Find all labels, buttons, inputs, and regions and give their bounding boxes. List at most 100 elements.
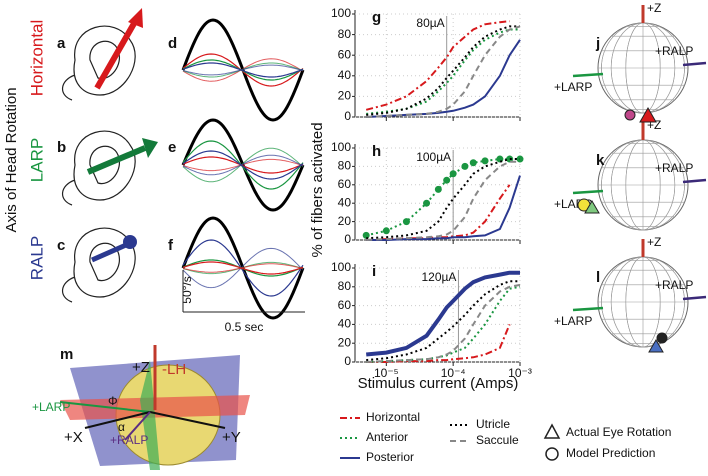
axis-label: +LARP [554, 314, 592, 328]
ralp-axis-arrow [682, 178, 707, 184]
panel-letter: h [372, 143, 381, 160]
series-marker [382, 227, 390, 235]
legend-label: Anterior [366, 430, 408, 444]
series-marker [423, 199, 431, 207]
larp-axis-arrow [572, 72, 604, 78]
eye-rotation [639, 106, 657, 123]
y-tick-label: 20 [338, 335, 352, 349]
ralp-axis-arrow [682, 61, 707, 67]
y-tick-label: 80 [338, 279, 352, 293]
axis-label: +RALP [655, 161, 693, 175]
panel-letter: g [372, 9, 381, 26]
x-tick-label: 10⁻⁵ [374, 366, 399, 380]
legend-label: Saccule [476, 433, 519, 447]
legend: Horizontal Anterior Posterior Utricle Saccul… [340, 410, 519, 464]
response-trace [182, 261, 304, 275]
axis-label: +Y [222, 429, 241, 446]
legend-label: Horizontal [366, 410, 420, 424]
rotation-arrows [86, 8, 158, 263]
series-line [366, 25, 520, 116]
series-line [366, 270, 520, 357]
y-tick-label: 60 [338, 177, 352, 191]
series-marker [443, 176, 451, 184]
stimulus-trace [181, 118, 305, 212]
y-tick-label: 40 [338, 317, 352, 331]
axis-label: +RALP [655, 44, 693, 58]
legend-label: Posterior [366, 450, 414, 464]
y-axis-title: % of fibers activated [309, 122, 326, 257]
larp-axis-arrow [572, 306, 604, 312]
response-trace [182, 147, 304, 183]
series-line [366, 160, 520, 241]
y-tick-label: 100 [331, 140, 351, 154]
panel-letter: k [596, 152, 605, 169]
response-trace [182, 154, 304, 176]
response-trace [182, 150, 304, 180]
series-marker [449, 170, 457, 178]
panel-letter: b [57, 139, 66, 156]
y-tick-label: 0 [344, 354, 351, 368]
series-line [366, 28, 520, 115]
series-line [365, 20, 510, 111]
panel-letter: f [168, 237, 174, 254]
legend-label: Actual Eye Rotation [566, 425, 671, 439]
larp-axis-arrow [572, 189, 604, 195]
y-tick-label: 100 [331, 6, 351, 20]
series-line [366, 283, 521, 363]
response-trace [182, 263, 304, 273]
axis-label: +RALP [110, 433, 148, 447]
panel-letter: m [60, 346, 73, 363]
y-tick-label: 80 [338, 159, 352, 173]
axis-name: LARP [27, 138, 46, 182]
response-trace [182, 64, 304, 76]
annotation: 100µA [416, 150, 451, 164]
x-axis-title: Stimulus current (Amps) [358, 375, 519, 392]
axis-label: +Z [647, 235, 661, 249]
eye-rotation [648, 339, 664, 353]
response-trace [182, 247, 304, 289]
axis-label: +Z [132, 359, 150, 376]
axis-label: +LARP [554, 80, 592, 94]
axis-label: α [118, 420, 125, 434]
model-prediction [656, 332, 668, 344]
y-tick-label: 40 [338, 195, 352, 209]
scale-label: 50°/s [180, 276, 194, 303]
series-line [366, 25, 521, 118]
model-prediction [624, 109, 636, 121]
response-trace [182, 239, 304, 297]
response-traces [181, 18, 305, 320]
panel-letter: d [168, 35, 177, 52]
scale-label: 0.5 sec [225, 320, 264, 334]
series-marker [496, 155, 504, 163]
y-title: Axis of Head Rotation [3, 87, 20, 232]
response-trace [182, 140, 304, 190]
axis-label: +LARP [32, 400, 70, 414]
series-line [366, 158, 520, 240]
annotation: 120µA [421, 270, 456, 284]
legend-label: Utricle [476, 417, 510, 431]
panel-letter: l [596, 269, 600, 286]
ralp-axis-arrow [682, 295, 707, 301]
axis-label: +X [64, 429, 83, 446]
series-marker [402, 218, 410, 226]
axis-label: +RALP [655, 278, 693, 292]
series-marker [506, 155, 514, 163]
legend-label: Model Prediction [566, 446, 655, 460]
y-tick-label: 0 [344, 232, 351, 246]
y-tick-label: 80 [338, 27, 352, 41]
y-tick-label: 100 [331, 260, 351, 274]
y-tick-label: 60 [338, 47, 352, 61]
axis-name: Horizontal [27, 20, 46, 97]
series-line [366, 280, 520, 362]
marker-legend [543, 423, 561, 461]
axis-label: +Z [647, 1, 661, 15]
panel-letter: a [57, 35, 66, 52]
series-marker [434, 185, 442, 193]
axis-label: Φ [108, 394, 118, 408]
panel-letter: c [57, 237, 65, 254]
head-model [59, 345, 250, 470]
charts: 0 20 40 60 80 100 g 80µA 0 20 40 60 80 100 h 100µA 0 20 40… [331, 6, 532, 380]
series-line [366, 39, 521, 118]
